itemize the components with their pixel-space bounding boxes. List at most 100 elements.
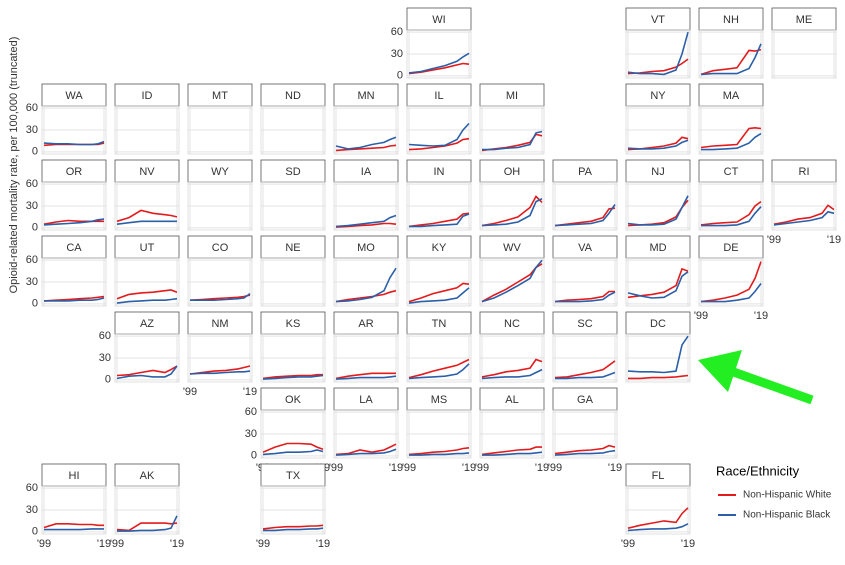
panel-frame (260, 105, 326, 155)
y-tick-label: 0 (105, 374, 111, 386)
panel-label: TN (432, 318, 447, 330)
panel-label: MA (723, 90, 740, 102)
panel: IN (406, 159, 472, 231)
panel-frame (333, 105, 399, 155)
series-line (481, 368, 543, 380)
panel-frame (187, 181, 253, 231)
panel: MS '99 '19 (402, 387, 476, 474)
panel-frame (260, 333, 326, 383)
panel: ID (114, 83, 180, 155)
x-tick-label: '19 (681, 538, 695, 550)
y-tick-label: 0 (251, 450, 257, 462)
series-line (555, 371, 616, 380)
series-line (627, 31, 689, 76)
panel-frame (187, 257, 253, 307)
series-line (335, 448, 397, 456)
series-line (116, 365, 178, 380)
y-tick-label: 30 (26, 200, 38, 212)
panel-label: VA (578, 242, 593, 254)
panel: OH (479, 159, 545, 231)
panel-label: AR (358, 318, 373, 330)
panel: WA 0 30 60 (26, 83, 107, 158)
series-line (700, 43, 762, 76)
series-line (408, 137, 470, 151)
series-line (701, 283, 762, 303)
x-tick-label: '19 (608, 462, 622, 474)
series-line (408, 282, 470, 303)
panel: SC (552, 311, 618, 383)
series-line (262, 449, 324, 456)
series-line (335, 136, 397, 150)
series-line (481, 446, 542, 456)
y-tick-label: 30 (99, 352, 111, 364)
x-tick-label: '99 (694, 310, 708, 322)
x-tick-label: '99 (475, 462, 489, 474)
panel: GA '99 '19 (548, 387, 622, 474)
panel-frame (41, 257, 107, 307)
x-tick-label: '99 (548, 462, 562, 474)
y-tick-label: 30 (26, 276, 38, 288)
series-line (481, 259, 543, 303)
panel-frame (625, 333, 691, 383)
panel: OR 0 30 60 (26, 159, 107, 234)
series-line (335, 267, 397, 303)
series-line (554, 449, 616, 456)
series-line (773, 210, 835, 226)
series-line (554, 204, 616, 227)
panel-label: SD (285, 166, 300, 178)
panel-label: AK (140, 470, 155, 482)
series-line (408, 122, 470, 147)
series-line (116, 220, 177, 225)
panel-label: MN (357, 90, 374, 102)
panel-frame (625, 29, 691, 79)
y-tick-label: 0 (32, 222, 38, 234)
panel-label: WA (65, 90, 83, 102)
panel-frame (479, 333, 545, 383)
panel: SD (260, 159, 326, 231)
panel: FL '99 '19 (621, 463, 695, 550)
panel: CA 0 30 60 (26, 235, 107, 310)
y-tick-label: 30 (391, 48, 403, 60)
panel: TX '99 '19 (256, 463, 330, 550)
panel: AK '99 '19 (110, 463, 184, 550)
series-line (482, 130, 543, 151)
series-line (408, 447, 470, 456)
panel: AZ 0 30 60 (99, 311, 180, 386)
panel-frame (114, 105, 180, 155)
x-tick-label: '19 (754, 310, 768, 322)
series-line (263, 527, 324, 532)
panel-label: CA (66, 242, 82, 254)
panel-label: VT (651, 14, 665, 26)
x-tick-label: '19 (316, 538, 330, 550)
panel-frame (333, 333, 399, 383)
series-line (627, 139, 689, 150)
y-tick-label: 60 (99, 330, 111, 342)
panel-label: HI (69, 470, 80, 482)
panel-frame (625, 485, 691, 535)
y-tick-label: 60 (391, 26, 403, 38)
series-line (700, 48, 762, 76)
series-line (482, 451, 543, 456)
series-line (189, 370, 251, 375)
panel-label: CT (724, 166, 739, 178)
panel-label: LA (359, 394, 373, 406)
panel-label: PA (578, 166, 593, 178)
panel-frame (114, 257, 180, 307)
y-tick-label: 0 (32, 146, 38, 158)
series-line (481, 197, 543, 227)
panel-label: ID (142, 90, 153, 102)
y-tick-label: 60 (26, 102, 38, 114)
series-line (700, 261, 762, 303)
panel: NJ (625, 159, 691, 231)
series-line (116, 365, 178, 377)
panel: RI '99 '19 (767, 159, 841, 246)
series-line (408, 52, 470, 74)
panel-label: OR (66, 166, 83, 178)
panel: MA (698, 83, 764, 155)
panel-label: AL (505, 394, 518, 406)
panel-label: MI (506, 90, 518, 102)
series-line (627, 271, 689, 299)
y-tick-label: 60 (26, 482, 38, 494)
panel-label: FL (652, 470, 665, 482)
